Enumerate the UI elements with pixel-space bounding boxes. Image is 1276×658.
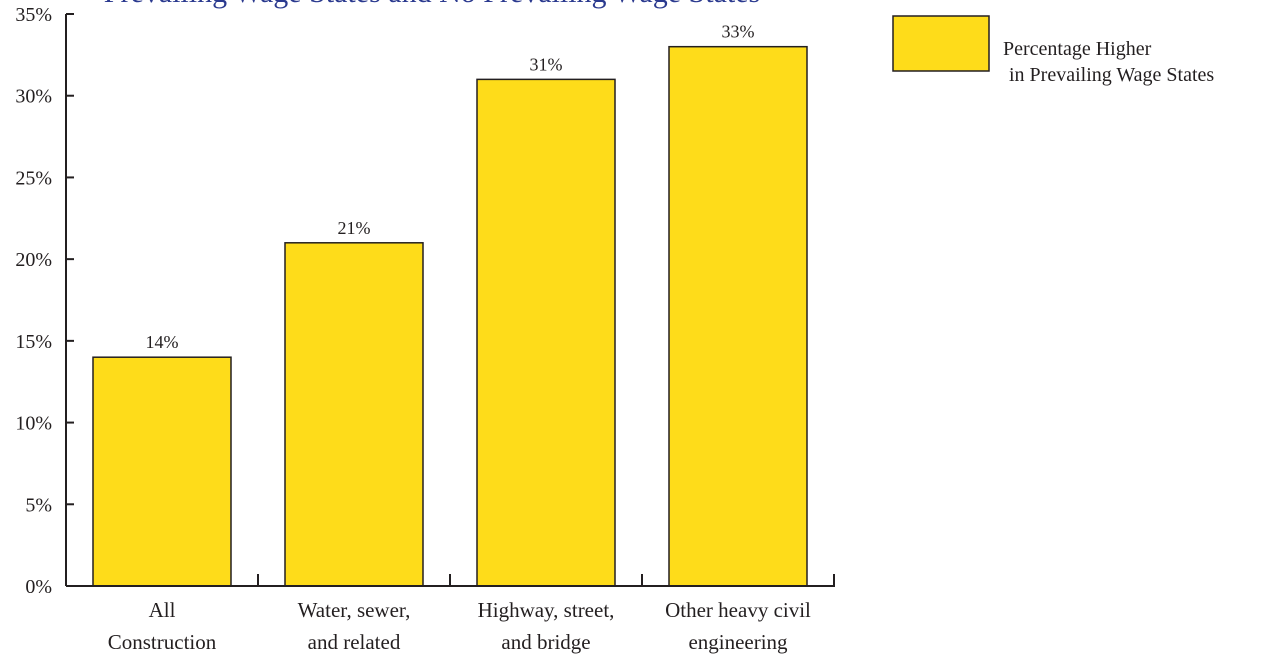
x-tick-label: All Construction [108,598,217,654]
x-axis: All Construction Water, sewer, and related H… [66,574,835,654]
y-tick-label: 25% [15,167,52,189]
y-tick-label: 0% [25,576,52,598]
data-label: 14% [146,332,179,352]
chart-title: Prevailing Wage States and No Prevailing… [104,0,760,9]
y-tick-label: 5% [25,494,52,516]
x-tick-label: Water, sewer, and related [298,598,411,654]
bar [92,356,232,587]
x-tick-label: Other heavy civil engineering [665,598,811,654]
data-label: 21% [338,218,371,238]
bar [284,242,424,587]
bars: 14% 21% 31% 33% [92,22,808,587]
y-axis: 0% 5% 10% 15% 20% 25% 30% 35% [15,4,74,598]
legend-swatch [892,15,990,72]
legend-label: Percentage Higher in Prevailing Wage Stat… [1003,38,1214,86]
legend: Percentage Higher in Prevailing Wage Stat… [892,15,1214,86]
data-label: 33% [722,22,755,42]
x-tick-label: Highway, street, and bridge [478,598,615,654]
y-tick-label: 35% [15,4,52,26]
y-tick-label: 20% [15,249,52,271]
y-tick-label: 10% [15,413,52,435]
bar [476,78,616,587]
data-label: 31% [530,54,563,74]
y-tick-label: 30% [15,86,52,108]
bar [668,45,808,587]
y-tick-label: 15% [15,331,52,353]
